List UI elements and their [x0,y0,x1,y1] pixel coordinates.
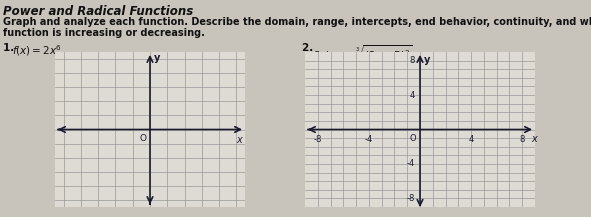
Text: Power and Radical Functions: Power and Radical Functions [3,5,193,18]
Text: 1.: 1. [3,43,18,53]
Text: -8: -8 [407,194,415,203]
Text: $f(x) = -\sqrt[3]{(2x + 5)^2}$: $f(x) = -\sqrt[3]{(2x + 5)^2}$ [312,43,413,63]
Text: y: y [424,55,430,65]
Text: -4: -4 [365,135,373,144]
Text: 8: 8 [519,135,525,144]
Text: y: y [154,53,160,63]
Text: x: x [236,135,242,145]
Text: -4: -4 [407,159,415,168]
Text: $f(x) = 2x^6$: $f(x) = 2x^6$ [12,43,62,58]
Text: O: O [410,134,416,143]
Text: 2.: 2. [302,43,317,53]
Text: 4: 4 [469,135,474,144]
Text: x: x [531,134,537,144]
Text: Graph and analyze each function. Describe the domain, range, intercepts, end beh: Graph and analyze each function. Describ… [3,17,591,27]
Text: O: O [139,134,147,143]
Text: 8: 8 [410,56,415,65]
Text: function is increasing or decreasing.: function is increasing or decreasing. [3,28,205,38]
Text: 4: 4 [410,90,415,100]
Text: -8: -8 [314,135,322,144]
